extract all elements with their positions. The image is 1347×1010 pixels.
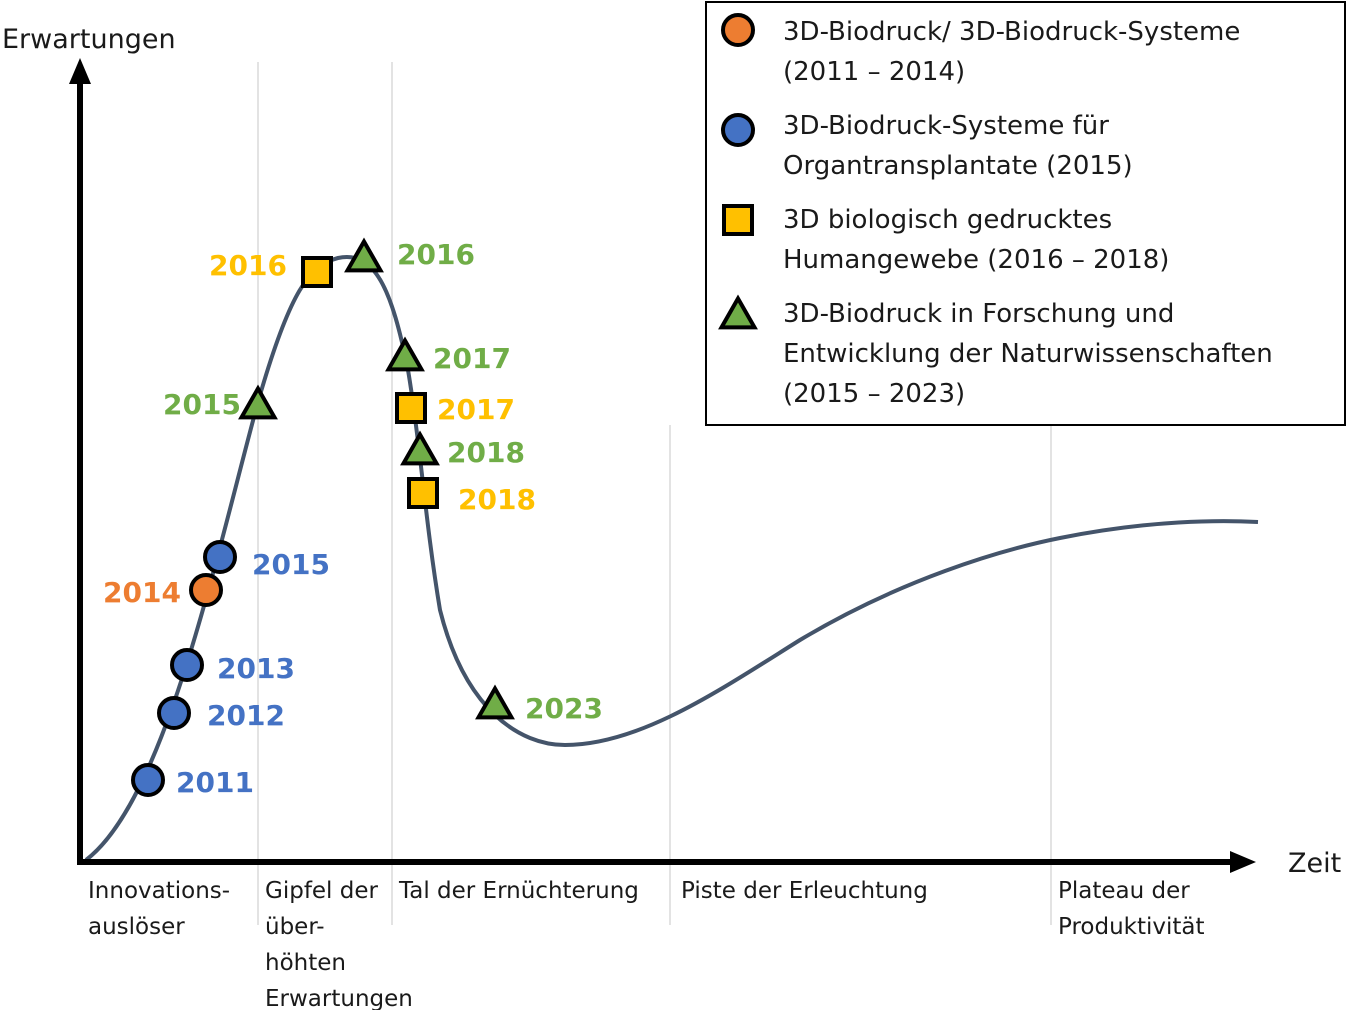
legend: 3D-Biodruck/ 3D-Biodruck-Systeme (2011 – … xyxy=(705,1,1346,426)
marker-circle-2013 xyxy=(170,648,204,682)
x-axis-label: Zeit xyxy=(1288,848,1341,879)
legend-text: 3D-Biodruck in Forschung und xyxy=(783,299,1174,329)
phase-label-plateau: Plateau der xyxy=(1058,878,1190,904)
legend-text: (2015 – 2023) xyxy=(783,379,965,409)
legend-text: 3D-Biodruck-Systeme für xyxy=(783,111,1109,141)
legend-text: Humangewebe (2016 – 2018) xyxy=(783,245,1169,275)
year-label-2015: 2015 xyxy=(252,548,330,581)
y-axis-arrowhead xyxy=(69,58,91,84)
phase-label-slope: Piste der Erleuchtung xyxy=(681,878,928,904)
legend-box xyxy=(705,1,1346,426)
marker-square-2017 xyxy=(395,392,427,424)
year-label-2017: 2017 xyxy=(433,342,511,375)
legend-text: 3D-Biodruck/ 3D-Biodruck-Systeme xyxy=(783,17,1240,47)
year-label-2018: 2018 xyxy=(458,483,536,516)
phase-label-peak: Gipfel der xyxy=(265,878,379,904)
phase-label-trough: Tal der Ernüchterung xyxy=(398,878,639,904)
phase-label-plateau: Produktivität xyxy=(1058,914,1205,940)
marker-circle-2015 xyxy=(203,540,237,574)
year-label-2015: 2015 xyxy=(163,388,241,421)
marker-square-2018 xyxy=(407,477,439,509)
legend-marker-circle xyxy=(721,113,755,147)
phase-label-peak: über- xyxy=(265,914,325,940)
legend-marker-square xyxy=(722,204,754,236)
marker-triangle-2015 xyxy=(238,384,278,420)
marker-triangle-2017 xyxy=(385,336,425,372)
y-axis-label: Erwartungen xyxy=(2,24,176,55)
x-axis-arrowhead xyxy=(1230,851,1256,873)
year-label-2011: 2011 xyxy=(176,766,254,799)
year-label-2014: 2014 xyxy=(103,576,181,609)
phase-label-trigger: auslöser xyxy=(88,914,185,940)
legend-text: (2011 – 2014) xyxy=(783,57,965,87)
marker-circle-2014 xyxy=(189,573,223,607)
data-markers: 2011 2012 2013 2014 2015 2015 2016 2016 2017 2017… xyxy=(103,237,603,799)
year-label-2023: 2023 xyxy=(525,692,603,725)
marker-square-2016 xyxy=(301,256,333,288)
legend-text: 3D biologisch gedrucktes xyxy=(783,205,1112,235)
year-label-2016: 2016 xyxy=(209,249,287,282)
year-label-2018: 2018 xyxy=(447,436,525,469)
marker-circle-2012 xyxy=(157,696,191,730)
legend-text: Entwicklung der Naturwissenschaften xyxy=(783,339,1273,369)
phase-label-peak: Erwartungen xyxy=(265,986,413,1010)
marker-triangle-2023 xyxy=(475,684,515,720)
phase-label-trigger: Innovations- xyxy=(88,878,230,904)
phase-label-peak: höhten xyxy=(265,950,346,976)
legend-marker-circle xyxy=(721,13,755,47)
legend-marker-triangle xyxy=(718,294,758,330)
marker-circle-2011 xyxy=(131,763,165,797)
marker-triangle-2016 xyxy=(344,237,384,273)
year-label-2012: 2012 xyxy=(207,699,285,732)
marker-triangle-2018 xyxy=(400,430,440,466)
legend-text: Organtransplantate (2015) xyxy=(783,151,1133,181)
phase-labels: Innovations-auslöser Gipfel der über-höhte… xyxy=(88,878,1205,1010)
year-label-2016: 2016 xyxy=(397,238,475,271)
year-label-2017: 2017 xyxy=(437,393,515,426)
year-label-2013: 2013 xyxy=(217,652,295,685)
